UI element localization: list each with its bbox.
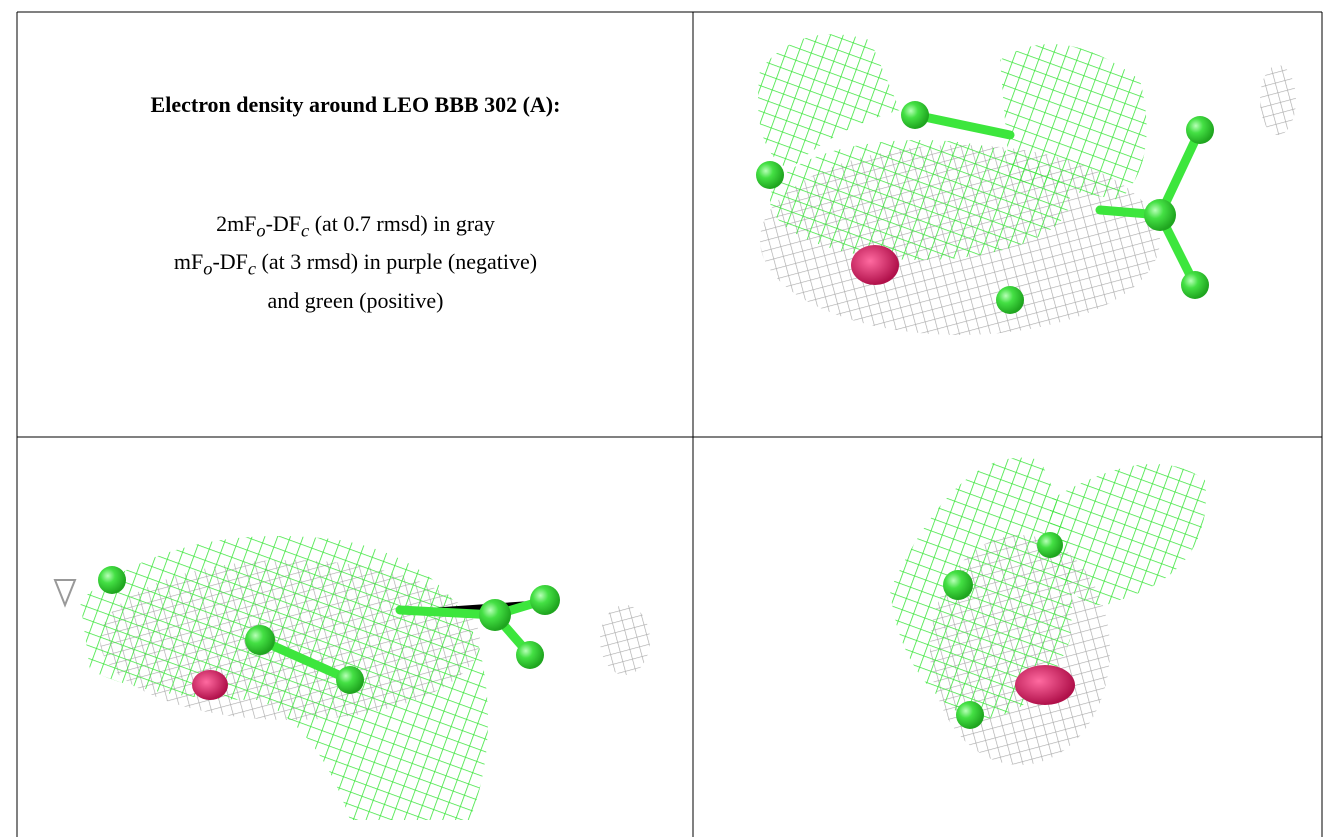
legend-line: mFo-DFc (at 3 rmsd) in purple (negative) [18, 246, 693, 284]
text-run: -DF [266, 211, 301, 236]
density-view-2 [55, 536, 650, 820]
text-run: mF [174, 249, 203, 274]
density-view-1 [756, 34, 1296, 335]
text-run: 2mF [216, 211, 256, 236]
text-run: and green (positive) [268, 288, 444, 313]
text-run: -DF [212, 249, 247, 274]
legend-line: and green (positive) [18, 285, 693, 316]
text-run: (at 3 rmsd) in purple (negative) [256, 249, 537, 274]
subscript: c [248, 259, 256, 279]
legend-line: 2mFo-DFc (at 0.7 rmsd) in gray [18, 208, 693, 246]
subscript: o [256, 220, 265, 240]
subscript: c [301, 220, 309, 240]
title: Electron density around LEO BBB 302 (A): [18, 92, 693, 118]
figure-panels [0, 0, 1323, 837]
page: Electron density around LEO BBB 302 (A):… [0, 0, 1323, 837]
density-view-3 [890, 458, 1206, 765]
text-run: (at 0.7 rmsd) in gray [309, 211, 495, 236]
